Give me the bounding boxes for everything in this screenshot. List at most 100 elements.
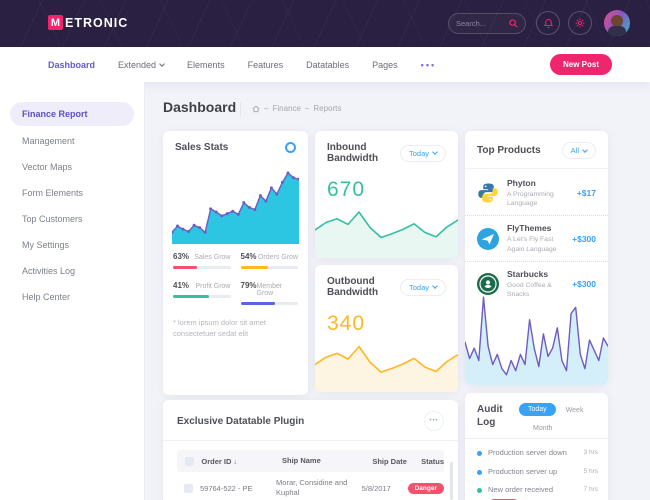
tab-today[interactable]: Today [519, 403, 556, 416]
circle-indicator-icon[interactable] [285, 142, 296, 153]
outbound-value: 340 [327, 312, 366, 335]
urgent-badge: urgent [488, 498, 521, 500]
status-dot [477, 451, 482, 456]
top-products-card: Top Products All Phyton A Progr [465, 131, 608, 385]
top-products-list: Phyton A Programming Language +$17 FlyTh… [465, 169, 608, 308]
chevron-down-icon [582, 146, 588, 153]
product-desc: Good Coffee & Snacks [507, 281, 552, 298]
col-ship-date[interactable]: Ship Date [372, 456, 407, 466]
stat-pct: 54% [240, 252, 257, 261]
audit-log-title: Audit Log [477, 404, 503, 428]
user-avatar[interactable] [604, 10, 630, 36]
stat-pct: 63% [173, 252, 190, 261]
list-item[interactable]: New order received urgent 7 hrs [477, 481, 598, 500]
outbound-title: Outbound Bandwidth [327, 276, 379, 298]
sidebar-item-activities-log[interactable]: Activities Log [22, 266, 76, 276]
datatable-card: Exclusive Datatable Plugin ••• Order ID ↓… [163, 400, 458, 500]
outbound-filter-dropdown[interactable]: Today [399, 278, 446, 296]
col-order-id[interactable]: Order ID ↓ [201, 456, 237, 466]
sidebar-item-management[interactable]: Management [22, 136, 75, 146]
col-status[interactable]: Status [421, 456, 444, 466]
new-post-button[interactable]: New Post [549, 54, 612, 75]
nav-item-extended[interactable]: Extended [118, 59, 165, 70]
nav-item-extended-label: Extended [118, 59, 157, 70]
search-box[interactable] [448, 13, 526, 34]
progress-track [173, 295, 231, 298]
product-item-starbucks[interactable]: Starbucks Good Coffee & Snacks +$300 [465, 260, 608, 306]
list-item[interactable]: Production server down 3 hrs [477, 444, 598, 463]
product-name: Phyton [507, 178, 536, 188]
stat-pct: 41% [173, 281, 190, 290]
nav-item-pages[interactable]: Pages [372, 59, 398, 70]
breadcrumb-finance[interactable]: Finance [272, 104, 301, 113]
product-item-flythemes[interactable]: FlyThemes A Let's Fly Fast Again Languag… [465, 215, 608, 260]
stat-member-grow: 79% Member Grow [240, 281, 298, 305]
sort-desc-icon: ↓ [233, 458, 237, 466]
outbound-bandwidth-card: Outbound Bandwidth Today 340 [315, 265, 458, 392]
avatar-head [611, 15, 623, 27]
nav-item-elements[interactable]: Elements [187, 59, 225, 70]
table-scrollbar[interactable] [450, 462, 453, 500]
audit-time: 7 hrs [583, 486, 598, 493]
more-options-button[interactable]: ••• [424, 411, 444, 431]
breadcrumb-sep: – [264, 104, 269, 113]
breadcrumb-reports[interactable]: Reports [313, 104, 342, 113]
home-icon[interactable] [252, 105, 260, 113]
progress-fill [173, 295, 210, 298]
nav-active-notch [58, 82, 68, 87]
stat-profit-grow: 41% Profit Grow [173, 281, 231, 305]
sidebar-item-finance-report[interactable]: Finance Report [10, 102, 134, 126]
product-text: Phyton A Programming Language [507, 178, 569, 208]
row-checkbox[interactable] [183, 483, 193, 493]
audit-log-header: Audit Log Today Week Month [465, 393, 608, 439]
product-value: +$17 [576, 188, 596, 199]
select-all-checkbox[interactable] [184, 456, 194, 466]
stat-label: Member Grow [256, 283, 283, 297]
sidebar-item-form-elements[interactable]: Form Elements [22, 188, 84, 198]
inbound-filter-dropdown[interactable]: Today [399, 144, 446, 162]
col-ship-name[interactable]: Ship Name [281, 455, 321, 465]
sidebar-item-vector-maps[interactable]: Vector Maps [22, 162, 73, 172]
cell-ship-date: 5/8/2017 [361, 483, 391, 493]
audit-time: 3 hrs [583, 449, 598, 456]
sales-stats-footnote: * lorem ipsum dolor sit amet consectetue… [173, 318, 266, 339]
audit-text: Production server up [488, 466, 558, 476]
orders-table: Order ID ↓ Ship Name Ship Date Status 597… [177, 450, 444, 500]
avatar-shoulders [608, 26, 626, 36]
starbucks-icon [477, 272, 499, 295]
settings-button[interactable] [568, 11, 592, 35]
sales-stats-title: Sales Stats [175, 142, 229, 153]
progress-track [173, 266, 231, 269]
search-icon[interactable] [509, 19, 518, 28]
notifications-button[interactable] [536, 11, 560, 35]
inbound-bandwidth-card: Inbound Bandwidth Today 670 [315, 131, 458, 258]
nav-more-icon[interactable]: ••• [420, 59, 437, 70]
product-desc: A Let's Fly Fast Again Language [507, 236, 557, 253]
product-item-phyton[interactable]: Phyton A Programming Language +$17 [465, 171, 608, 215]
nav-item-features[interactable]: Features [247, 59, 284, 70]
metronic-logo[interactable]: M ETRONIC [48, 15, 128, 30]
paper-plane-icon [477, 227, 499, 250]
table-row[interactable]: 59764-522 - PE Morar, Considine and Kuph… [177, 472, 444, 500]
search-input[interactable] [456, 19, 505, 28]
main-nav: Dashboard Extended Elements Features Dat… [0, 47, 650, 82]
nav-item-datatables[interactable]: Datatables [306, 59, 350, 70]
product-text: FlyThemes A Let's Fly Fast Again Languag… [507, 223, 564, 253]
inbound-value: 670 [327, 178, 366, 201]
tab-month[interactable]: Month [533, 425, 553, 432]
nav-item-dashboard[interactable]: Dashboard [48, 59, 96, 70]
sidebar-item-help-center[interactable]: Help Center [22, 292, 71, 302]
sales-stats-chart [172, 171, 299, 244]
list-item[interactable]: Production server up 5 hrs [477, 463, 598, 482]
sidebar-item-my-settings[interactable]: My Settings [22, 240, 70, 250]
top-products-filter-label: All [570, 146, 579, 155]
sidebar-item-top-customers[interactable]: Top Customers [22, 214, 83, 224]
progress-track [240, 266, 298, 269]
tab-week[interactable]: Week [565, 407, 584, 414]
status-badge: Danger [407, 482, 444, 494]
top-products-filter-dropdown[interactable]: All [561, 142, 596, 159]
bell-icon [543, 18, 554, 29]
audit-log-tabs: Today Week Month [515, 403, 598, 432]
breadcrumb-divider [240, 102, 241, 116]
